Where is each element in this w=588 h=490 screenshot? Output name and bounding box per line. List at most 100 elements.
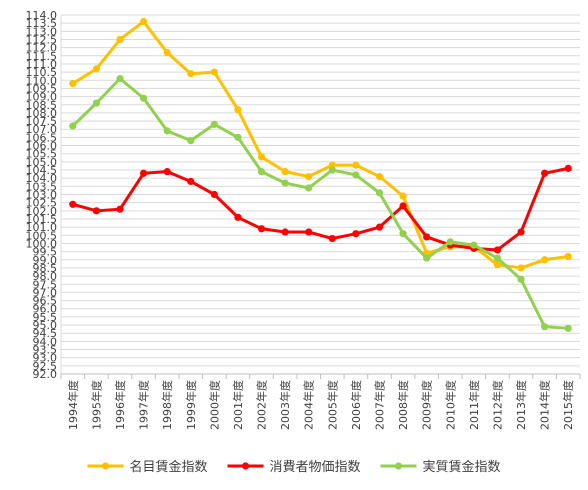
data-point (399, 230, 407, 238)
y-tick-label: 109.0 (26, 91, 58, 104)
legend-swatch-marker (241, 462, 250, 470)
y-tick-label: 107.5 (26, 115, 58, 128)
data-point (281, 228, 289, 236)
data-point (281, 168, 289, 176)
data-point (517, 228, 525, 236)
x-tick-label: 1999年度 (184, 380, 198, 430)
y-tick-label: 95.5 (33, 311, 58, 324)
y-tick-label: 108.5 (26, 99, 58, 112)
y-tick-label: 93.0 (33, 352, 58, 365)
y-tick-label: 109.5 (26, 82, 58, 95)
data-point (305, 172, 313, 181)
data-point (493, 246, 502, 254)
y-tick-label: 107.0 (26, 123, 58, 136)
data-point (446, 238, 454, 246)
y-tick-label: 103.5 (26, 180, 58, 193)
data-point (352, 171, 360, 179)
y-tick-label: 97.0 (33, 286, 58, 299)
y-tick-label: 99.0 (33, 254, 58, 267)
x-tick-label: 2004年度 (302, 380, 316, 430)
y-tick-label: 111.5 (26, 50, 58, 63)
x-tick-label: 2015年度 (561, 380, 575, 430)
y-tick-label: 110.0 (26, 74, 58, 87)
legend-item: 実質賃金指数 (380, 459, 501, 475)
y-tick-label: 102.5 (26, 197, 58, 210)
y-tick-label: 92.0 (33, 368, 58, 381)
data-point (210, 120, 218, 128)
data-point (257, 225, 266, 233)
y-tick-label: 113.5 (26, 17, 58, 30)
y-tick-label: 94.0 (33, 335, 58, 348)
x-tick-label: 2003年度 (278, 380, 292, 430)
y-tick-label: 95.0 (33, 319, 58, 332)
data-point (69, 122, 77, 130)
data-point (493, 261, 502, 269)
x-tick-label: 1997年度 (137, 380, 151, 430)
data-point (210, 68, 218, 76)
data-point (163, 127, 171, 135)
y-tick-label: 96.5 (33, 295, 58, 308)
y-tick-label: 113.0 (26, 25, 58, 38)
legend-item: 名目賃金指数 (87, 459, 207, 475)
data-point (423, 254, 431, 262)
x-tick-label: 2006年度 (349, 380, 363, 430)
data-point (257, 168, 266, 176)
y-tick-label: 93.5 (33, 344, 58, 357)
data-point (564, 324, 572, 332)
y-tick-label: 106.5 (26, 131, 58, 144)
legend-label: 実質賃金指数 (423, 459, 501, 475)
data-point (541, 323, 549, 331)
x-axis-tick-labels: 1994年度 1995年度 1996年度 1997年度 1998年度 1999年度 2000… (66, 380, 575, 430)
y-tick-label: 94.5 (33, 327, 58, 340)
y-tick-label: 101.5 (26, 213, 58, 226)
data-point (328, 234, 336, 243)
data-point (92, 207, 100, 215)
data-point (564, 164, 572, 172)
x-tick-label: 2014年度 (538, 380, 552, 430)
data-point (305, 228, 313, 236)
y-tick-label: 110.5 (26, 66, 58, 79)
data-point (564, 252, 572, 261)
data-point (375, 223, 384, 231)
data-point (517, 275, 525, 283)
data-point (470, 241, 478, 249)
legend: 名目賃金指数 消費者物価指数 実質賃金指数 (87, 459, 501, 475)
x-tick-label: 2000年度 (207, 380, 221, 430)
y-tick-label: 105.5 (26, 148, 58, 161)
y-tick-label: 112.0 (26, 42, 58, 55)
y-tick-label: 111.0 (26, 58, 58, 71)
x-tick-label: 2011年度 (467, 380, 481, 430)
x-tick-label: 2012年度 (490, 380, 504, 430)
data-point (69, 200, 77, 208)
data-point (116, 205, 124, 213)
data-point (375, 172, 384, 181)
data-point (234, 106, 242, 114)
x-tick-label: 1996年度 (113, 380, 127, 430)
y-tick-label: 106.0 (26, 140, 58, 153)
data-point (187, 70, 195, 78)
data-point (517, 264, 525, 272)
legend-label: 消費者物価指数 (269, 460, 360, 475)
data-point (116, 75, 124, 83)
data-point (234, 213, 242, 221)
x-tick-label: 2010年度 (443, 380, 457, 430)
y-tick-label: 108.0 (26, 107, 58, 120)
gridlines (61, 14, 580, 375)
data-point (305, 184, 313, 192)
axes (60, 15, 581, 379)
y-tick-label: 112.5 (26, 33, 58, 46)
y-tick-label: 102.0 (26, 205, 58, 218)
data-point (210, 190, 218, 199)
data-point (163, 48, 171, 57)
y-tick-label: 99.5 (33, 246, 58, 259)
x-tick-label: 1998年度 (160, 380, 174, 430)
series-line (71, 77, 570, 330)
data-point (163, 168, 171, 176)
x-tick-label: 1995年度 (89, 380, 103, 430)
series-line (71, 20, 570, 270)
data-point (541, 256, 549, 264)
data-point (116, 35, 124, 44)
x-tick-label: 2002年度 (255, 380, 269, 430)
data-point (139, 94, 148, 102)
